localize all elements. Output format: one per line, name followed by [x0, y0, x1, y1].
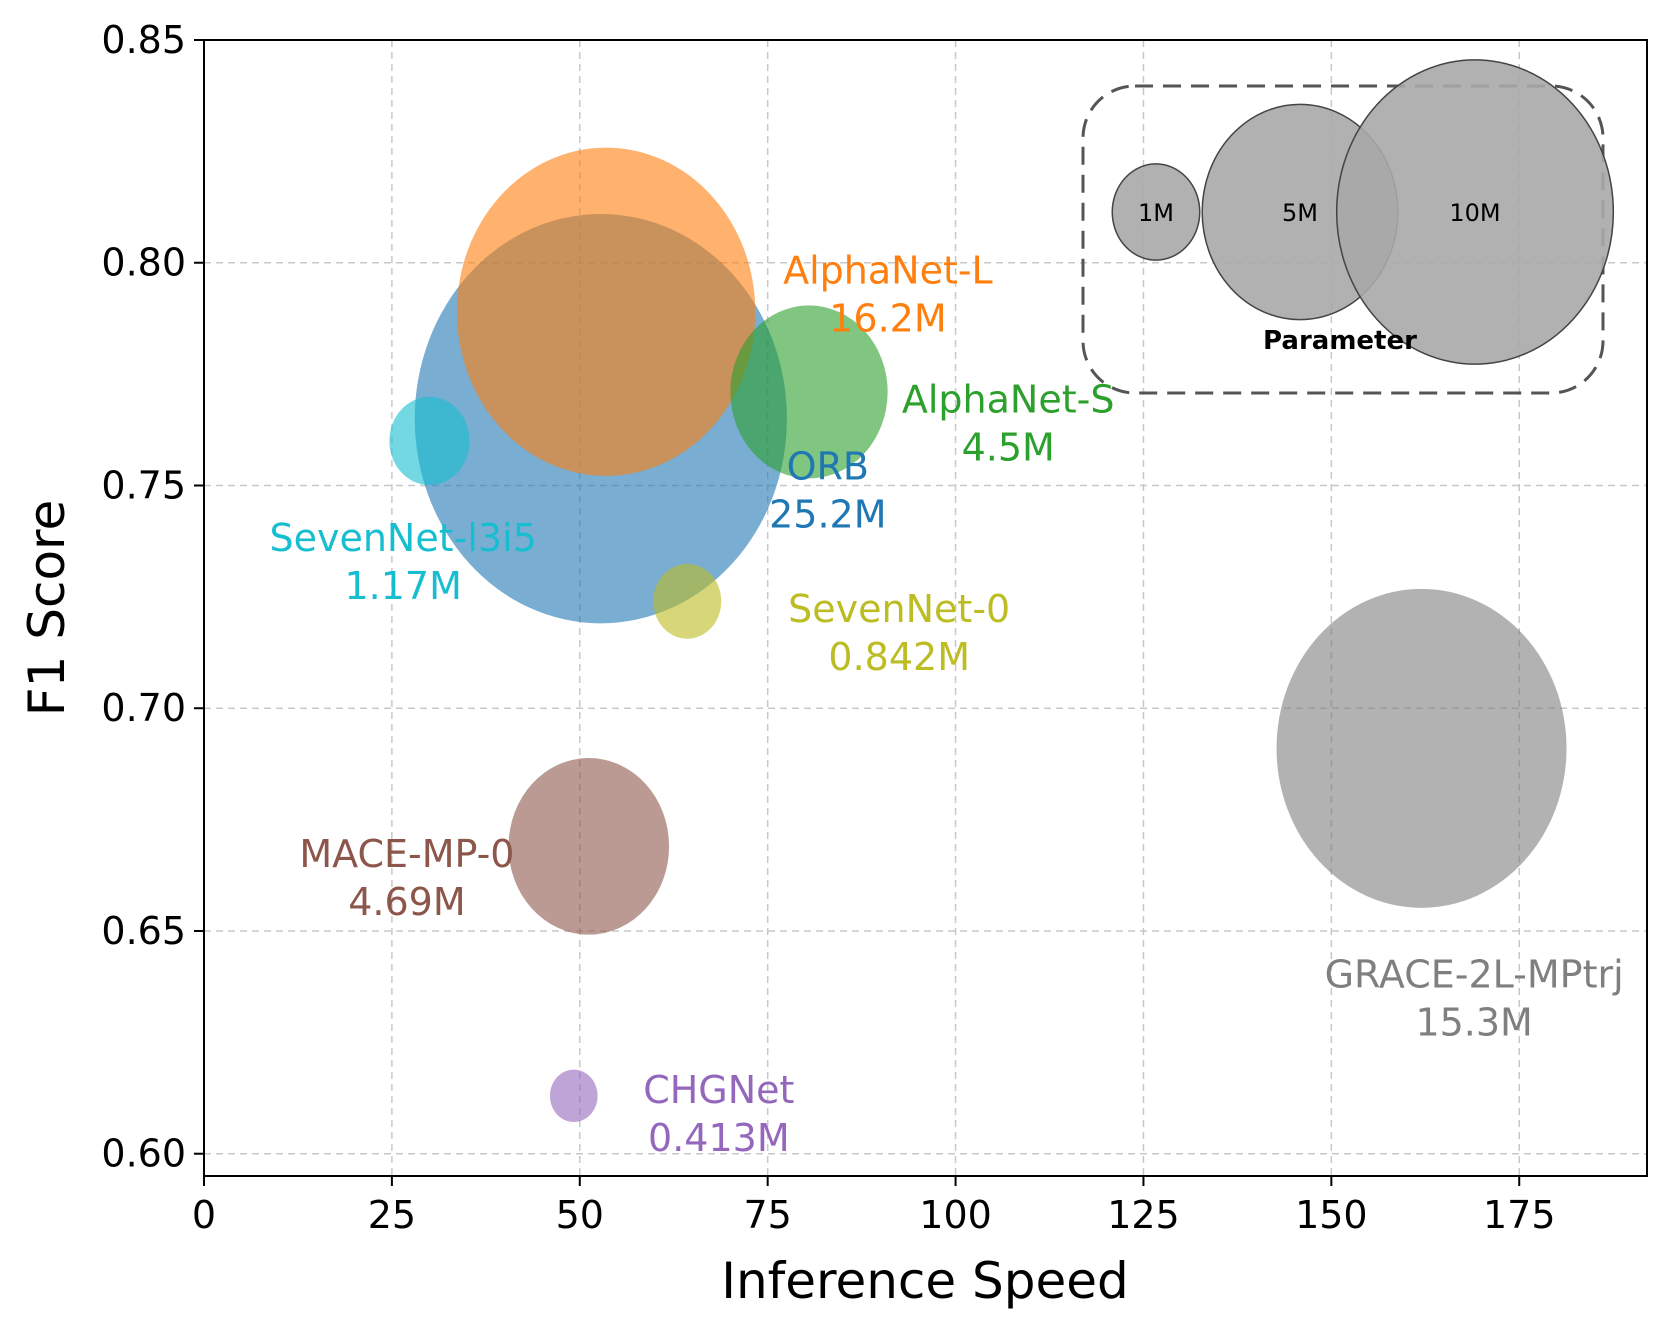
bubble-alphanet-l — [456, 147, 756, 476]
x-tick-label-6: 150 — [1295, 1193, 1368, 1237]
legend-bubble-10m — [1335, 59, 1615, 365]
axes: 0 25 50 75 100 125 150 175 0.60 0.65 0.70 0.75 0.80 0… — [101, 18, 1555, 1237]
bubble-alphanet-s — [730, 305, 888, 479]
x-tick-label-1: 25 — [368, 1193, 416, 1237]
label-grace-2l-mptrj-params: 15.3M — [1415, 1000, 1532, 1044]
y-tick-label-5: 0.85 — [101, 18, 186, 62]
bubble-sevennet-0 — [653, 563, 722, 639]
label-sevennet-l3i5-name: SevenNet-l3i5 — [269, 516, 536, 560]
legend-label-1m: 1M — [1138, 199, 1174, 227]
label-orb-name: ORB — [787, 444, 869, 488]
label-alphanet-l-params: 16.2M — [829, 296, 946, 340]
label-chgnet-params: 0.413M — [648, 1116, 790, 1160]
legend-label-10m: 10M — [1449, 199, 1500, 227]
label-sevennet-0-params: 0.842M — [828, 635, 970, 679]
legend-label-5m: 5M — [1282, 199, 1318, 227]
label-orb-params: 25.2M — [769, 492, 886, 536]
label-sevennet-l3i5-params: 1.17M — [344, 564, 461, 608]
size-legend: 1M 5M 10M Parameter — [1081, 59, 1615, 395]
label-chgnet-name: CHGNet — [643, 1068, 794, 1112]
x-axis-title: Inference Speed — [721, 1252, 1129, 1310]
label-mace-mp-0-name: MACE-MP-0 — [299, 832, 514, 876]
label-alphanet-s-params: 4.5M — [962, 426, 1055, 470]
y-axis-title: F1 Score — [18, 500, 76, 717]
label-alphanet-l-name: AlphaNet-L — [783, 248, 993, 292]
x-tick-label-3: 75 — [743, 1193, 791, 1237]
bubble-grace-2l-mptrj — [1276, 588, 1567, 908]
bubbles — [389, 147, 1567, 1123]
y-tick-label-2: 0.70 — [101, 686, 186, 730]
bubble-mace-mp-0 — [508, 758, 670, 935]
x-tick-label-7: 175 — [1483, 1193, 1556, 1237]
label-sevennet-0-name: SevenNet-0 — [788, 587, 1010, 631]
x-tick-label-2: 50 — [556, 1193, 604, 1237]
size-legend-title: Parameter — [1263, 326, 1417, 356]
legend-bubble-1m — [1111, 163, 1201, 261]
label-alphanet-s-name: AlphaNet-S — [902, 378, 1115, 422]
label-mace-mp-0-params: 4.69M — [348, 880, 465, 924]
bubble-sevennet-l3i5 — [389, 396, 470, 486]
label-grace-2l-mptrj-name: GRACE-2L-MPtrj — [1325, 952, 1624, 996]
y-tick-label-0: 0.60 — [101, 1132, 186, 1176]
plot-frame — [203, 39, 1648, 1177]
bubble-chgnet — [549, 1069, 598, 1123]
y-tick-label-3: 0.75 — [101, 463, 186, 507]
y-tick-label-4: 0.80 — [101, 241, 186, 285]
x-tick-label-0: 0 — [192, 1193, 216, 1237]
y-tick-label-1: 0.65 — [101, 909, 186, 953]
x-tick-label-4: 100 — [919, 1193, 992, 1237]
x-tick-label-5: 125 — [1107, 1193, 1180, 1237]
